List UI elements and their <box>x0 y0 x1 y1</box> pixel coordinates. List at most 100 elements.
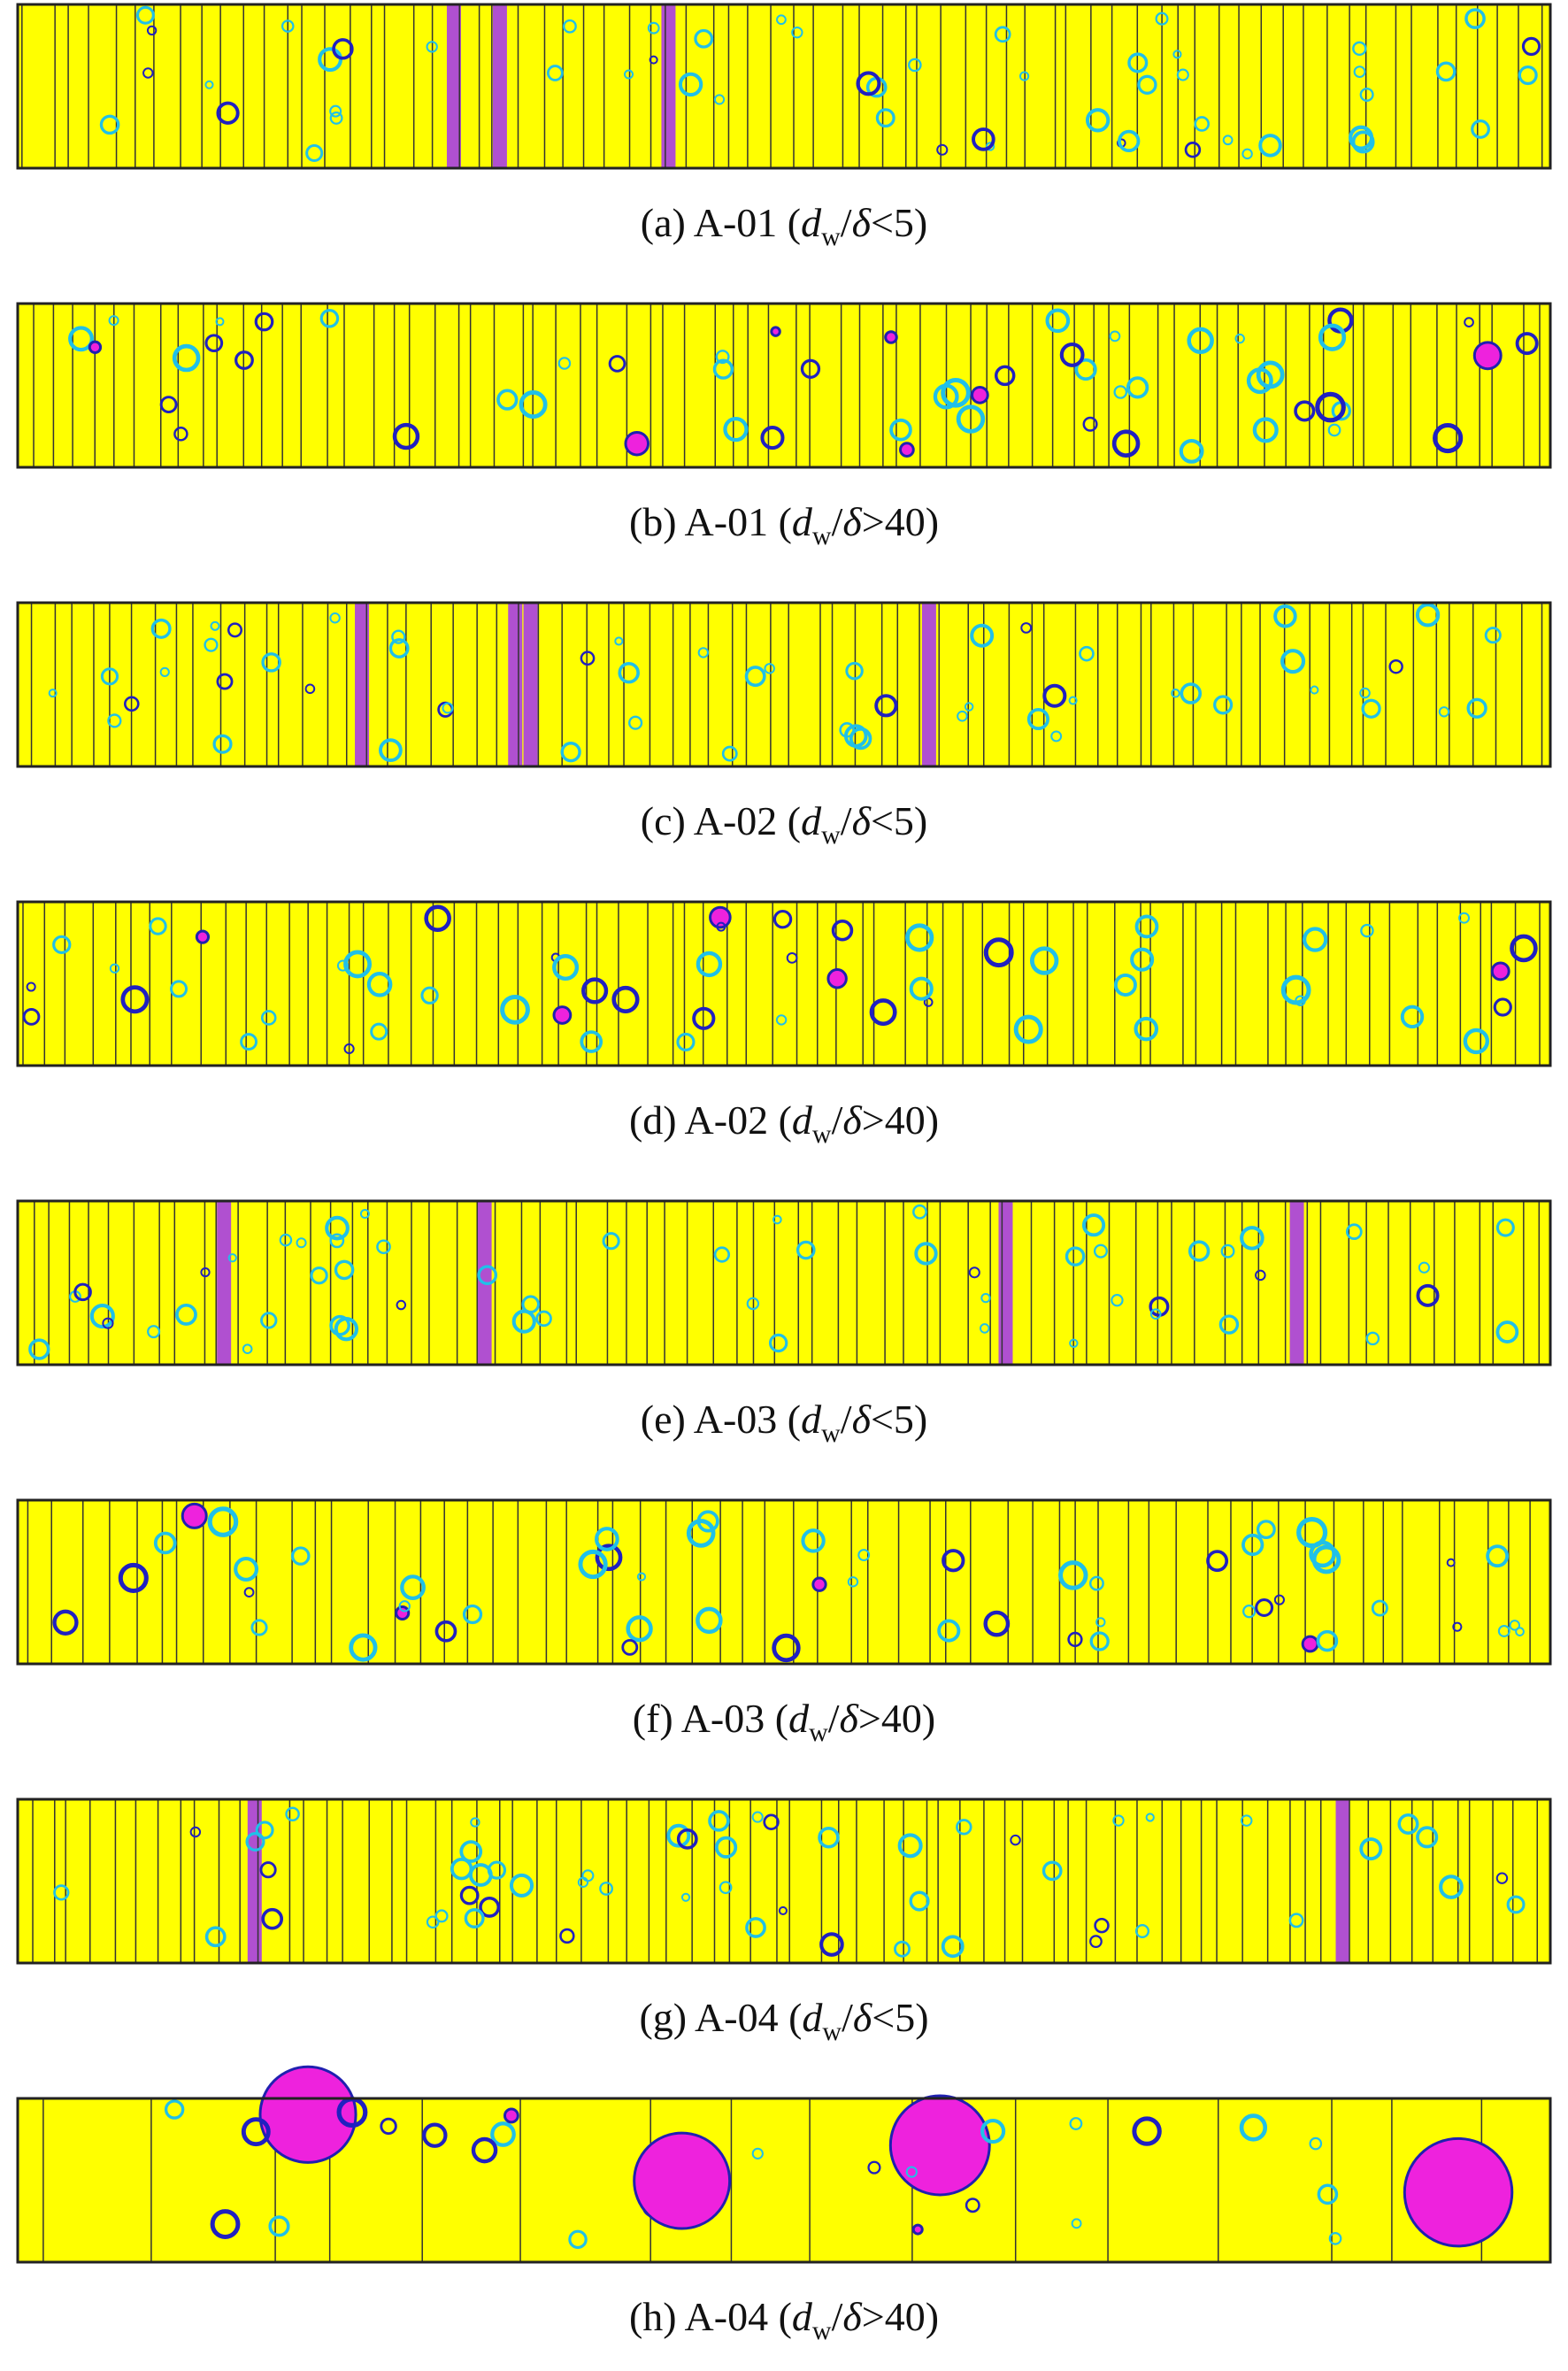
bubble <box>1134 1923 1150 1939</box>
bubble <box>254 312 274 332</box>
bubble <box>1515 332 1539 356</box>
bubble <box>200 1266 211 1278</box>
bubble <box>796 1240 816 1260</box>
bubble <box>1360 923 1374 938</box>
bubble <box>52 1609 79 1636</box>
bubble <box>503 2107 519 2124</box>
bubble <box>459 1840 483 1863</box>
bubble <box>972 127 995 151</box>
bubble <box>1109 330 1121 343</box>
ratio-numerator: d <box>801 200 822 245</box>
bubble <box>1089 1935 1103 1949</box>
bubble <box>580 650 596 666</box>
ratio-denominator: δ <box>853 1995 872 2040</box>
bubble <box>1433 422 1464 454</box>
bubble <box>420 986 439 1005</box>
bubble <box>956 1819 972 1836</box>
bubble <box>279 1233 293 1247</box>
bubble <box>965 2198 980 2213</box>
bubble <box>970 623 995 648</box>
bubble <box>1126 376 1149 399</box>
bubble <box>290 1546 311 1566</box>
bubble <box>1359 687 1371 699</box>
bubble <box>1256 1520 1276 1540</box>
bubble <box>983 937 1014 968</box>
bubble <box>1316 1629 1339 1652</box>
bubble <box>73 1282 92 1302</box>
bubble <box>636 1572 647 1582</box>
bubble <box>1317 2183 1339 2205</box>
bubble <box>1365 1331 1380 1346</box>
panel-caption: (b) A-01 (dw/δ>40) <box>629 499 939 550</box>
bubble <box>1294 400 1316 422</box>
bubble <box>1218 1314 1240 1335</box>
bubble <box>1184 142 1202 158</box>
bubble <box>1213 695 1234 715</box>
bubble <box>227 1253 237 1263</box>
bubble <box>770 326 781 337</box>
bubble <box>1145 1813 1155 1822</box>
bubble <box>329 111 343 125</box>
caption-prefix: (f) A-03 ( <box>633 1696 788 1741</box>
bubble <box>260 1010 277 1026</box>
bubble <box>1069 2117 1083 2130</box>
bubble <box>1026 707 1049 731</box>
bubble <box>1095 1617 1106 1628</box>
bubble <box>216 101 240 125</box>
bubble <box>888 2094 991 2197</box>
bubble <box>1403 2136 1514 2248</box>
panel-caption: (f) A-03 (dw/δ>40) <box>633 1696 935 1747</box>
panel-caption: (a) A-01 (dw/δ<5) <box>641 200 927 251</box>
bubble <box>1088 1575 1104 1591</box>
bubble <box>775 1014 788 1026</box>
bubble <box>52 935 72 955</box>
bubble <box>359 1209 370 1220</box>
bubble <box>1345 1223 1363 1241</box>
bubble <box>983 1610 1011 1637</box>
bubble <box>519 390 548 420</box>
bubble <box>1059 343 1085 367</box>
bubble <box>764 663 775 674</box>
bubble <box>1353 65 1366 79</box>
bubble <box>388 638 410 658</box>
bubble <box>1240 1814 1253 1827</box>
bubble <box>692 1006 716 1030</box>
simulation-panel <box>16 1498 1552 1666</box>
bubble <box>500 994 530 1025</box>
simulation-panel <box>16 3 1552 170</box>
bubble <box>818 1826 840 1849</box>
bubble <box>107 713 122 728</box>
bubble <box>712 358 734 380</box>
panel-background <box>18 4 1550 168</box>
bubble <box>1463 1028 1490 1055</box>
bubble <box>28 1338 50 1360</box>
bubble <box>212 734 233 754</box>
bubble <box>1464 8 1486 29</box>
ratio-numerator: d <box>788 1696 810 1741</box>
bubble <box>1188 1240 1211 1262</box>
bubble <box>696 1510 719 1533</box>
bubble <box>1068 696 1078 705</box>
bubble <box>210 620 220 631</box>
bubble <box>1176 68 1189 81</box>
bubble <box>102 1317 114 1329</box>
bubble <box>227 622 242 638</box>
bubble <box>1194 116 1211 132</box>
bubble <box>1081 1213 1106 1237</box>
bubble <box>1273 1594 1285 1605</box>
bubble <box>746 1297 760 1311</box>
bubble <box>1397 1813 1419 1835</box>
bubble <box>856 71 881 96</box>
bubble <box>146 25 158 36</box>
ratio-subscript: w <box>821 222 841 251</box>
bubble <box>250 1619 268 1636</box>
bubble <box>819 1932 844 1957</box>
bubble <box>261 652 281 673</box>
caption-prefix: (g) A-04 ( <box>639 1995 802 2040</box>
bubble <box>994 26 1011 43</box>
panel-caption: (h) A-04 (dw/δ>40) <box>629 2294 939 2345</box>
bubble <box>552 954 580 982</box>
bubble <box>259 1861 277 1879</box>
strip <box>355 603 370 766</box>
bubble <box>1400 1005 1425 1029</box>
